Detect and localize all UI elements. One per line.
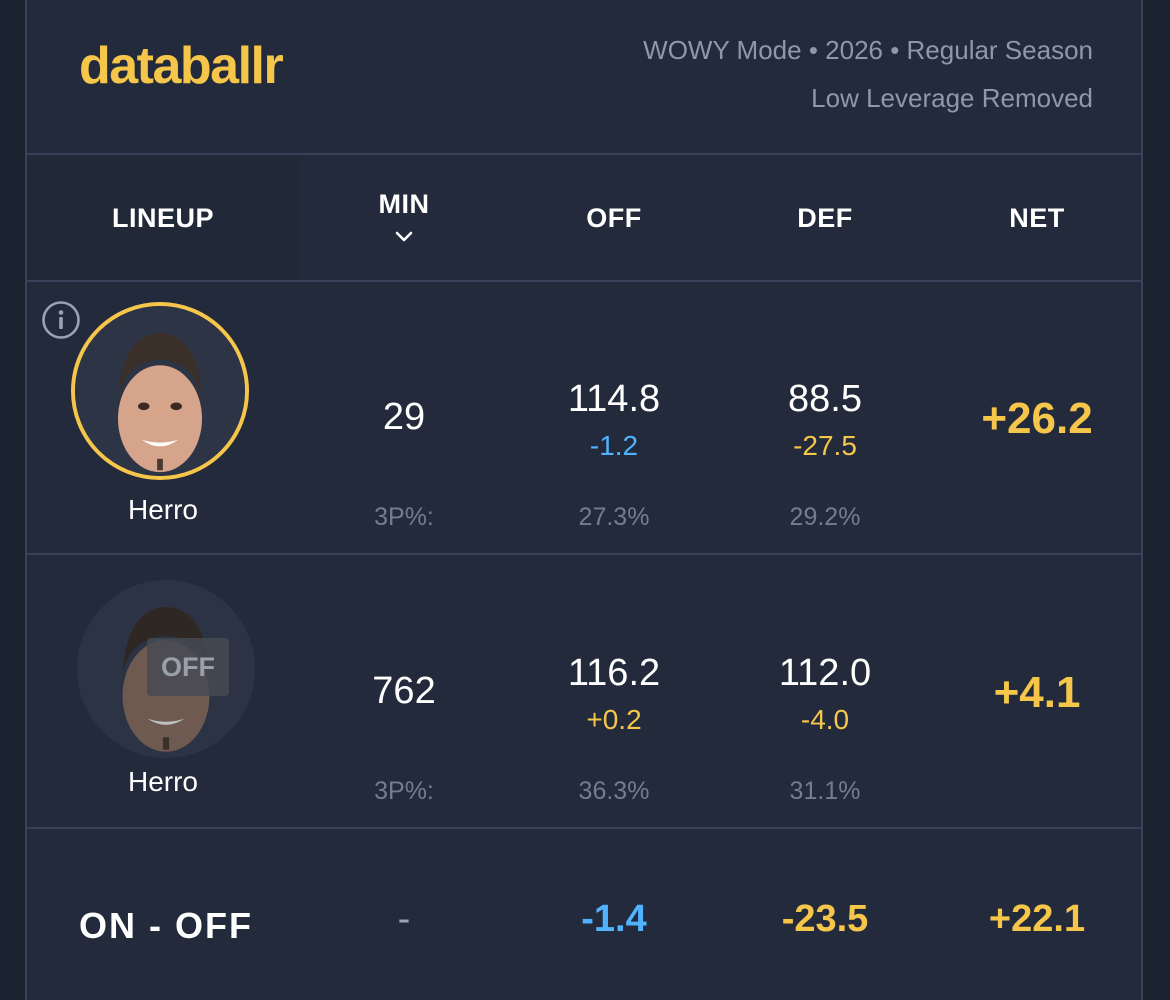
row-off-def-delta: -4.0	[800, 704, 850, 735]
lineup-header-cell	[27, 155, 299, 282]
summary-min: -	[397, 898, 411, 940]
summary-off: -1.4	[581, 898, 647, 940]
row-off-def: 112.0	[778, 652, 872, 694]
card-header: databallr WOWY Mode • 2026 • Regular Sea…	[27, 0, 1141, 155]
mode-line: WOWY Mode • 2026 • Regular Season	[643, 35, 1093, 65]
off-badge: OFF	[147, 638, 229, 696]
col-min-label: MIN	[378, 189, 430, 219]
row-on-net: +26.2	[981, 394, 1093, 443]
mode-meta: WOWY Mode • 2026 • Regular Season Low Le…	[643, 26, 1093, 122]
wowy-card: databallr WOWY Mode • 2026 • Regular Sea…	[25, 0, 1143, 1000]
player-headshot-icon	[75, 306, 245, 476]
row-on-3p-label: 3P%:	[374, 503, 434, 531]
info-icon[interactable]	[41, 300, 81, 340]
summary-net: +22.1	[988, 898, 1086, 940]
row-divider	[27, 827, 1141, 829]
col-def[interactable]: DEF	[797, 203, 853, 233]
row-divider	[27, 553, 1141, 555]
row-off-off-3p: 36.3%	[578, 777, 650, 805]
col-off[interactable]: OFF	[586, 203, 642, 233]
row-off-off: 116.2	[567, 652, 661, 694]
row-on-def-delta: -27.5	[793, 430, 857, 461]
col-net[interactable]: NET	[1009, 203, 1065, 233]
on-off-label: ON - OFF	[79, 905, 253, 946]
col-min-sort[interactable]: MIN	[299, 155, 509, 282]
row-on-off-3p: 27.3%	[578, 503, 650, 531]
chevron-down-icon	[395, 231, 413, 242]
row-off-def-3p: 31.1%	[789, 777, 861, 805]
row-off-net: +4.1	[993, 668, 1081, 717]
stats-header-cell	[299, 155, 1143, 282]
row-on-off-delta: -1.2	[589, 430, 639, 461]
brand-logo[interactable]: databallr	[79, 37, 284, 95]
row-off-min: 762	[372, 670, 436, 712]
row-on-off: 114.8	[567, 378, 661, 420]
row-off-off-delta: +0.2	[586, 704, 642, 735]
row-on-min: 29	[382, 396, 426, 438]
summary-def: -23.5	[781, 898, 869, 940]
row-on-def: 88.5	[788, 378, 862, 420]
player-avatar-on[interactable]	[71, 302, 249, 480]
row-off-3p-label: 3P%:	[374, 777, 434, 805]
col-lineup: LINEUP	[111, 203, 214, 233]
player-name-off: Herro	[127, 766, 198, 797]
row-on-def-3p: 29.2%	[789, 503, 861, 531]
player-name-on: Herro	[127, 494, 198, 525]
leverage-line: Low Leverage Removed	[811, 83, 1093, 113]
